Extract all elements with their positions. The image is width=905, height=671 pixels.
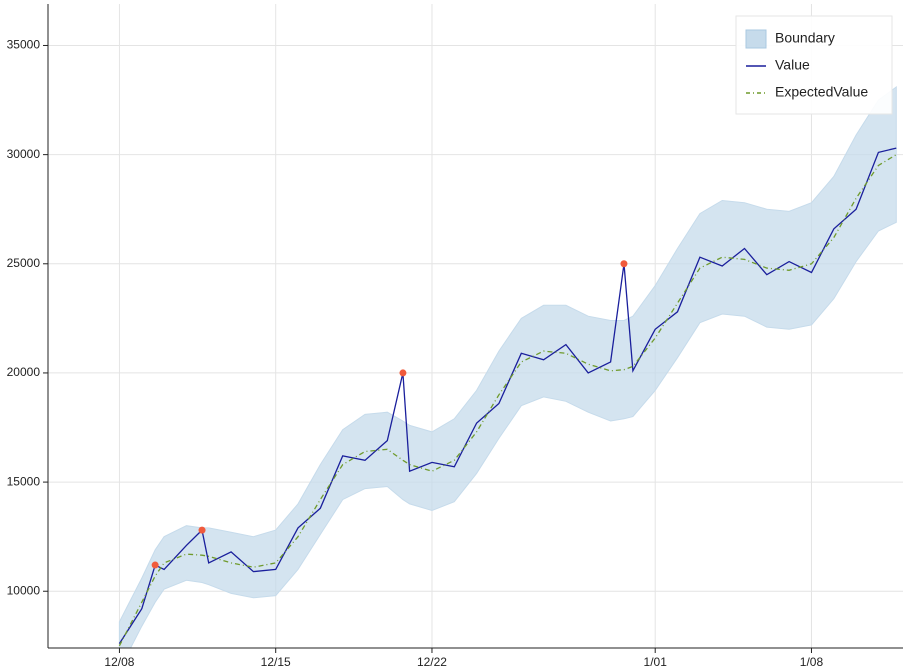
legend-label: Boundary — [775, 30, 835, 46]
value-line — [118, 147, 897, 644]
anomaly-point — [151, 561, 159, 569]
y-tick-label: 20000 — [7, 365, 41, 379]
expected-line — [118, 154, 897, 647]
anomaly-point — [399, 369, 407, 377]
boundary-area — [118, 86, 897, 648]
y-tick-label: 30000 — [7, 147, 41, 161]
x-tick-label: 12/22 — [417, 655, 447, 669]
plot — [118, 86, 897, 648]
legend-label: ExpectedValue — [775, 84, 868, 100]
x-tick-label: 1/08 — [800, 655, 824, 669]
anomaly-point — [620, 260, 628, 268]
anomaly-point — [198, 526, 206, 534]
legend: Boundary Value ExpectedValue — [735, 15, 893, 115]
x-tick-label: 12/08 — [104, 655, 134, 669]
y-tick-label: 35000 — [7, 38, 41, 52]
x-tick-label: 12/15 — [261, 655, 291, 669]
y-tick-label: 25000 — [7, 256, 41, 270]
legend-label: Value — [775, 57, 810, 73]
legend-swatch — [745, 29, 767, 49]
x-tick-label: 1/01 — [644, 655, 668, 669]
y-tick-label: 10000 — [7, 583, 41, 597]
y-tick-label: 15000 — [7, 474, 41, 488]
